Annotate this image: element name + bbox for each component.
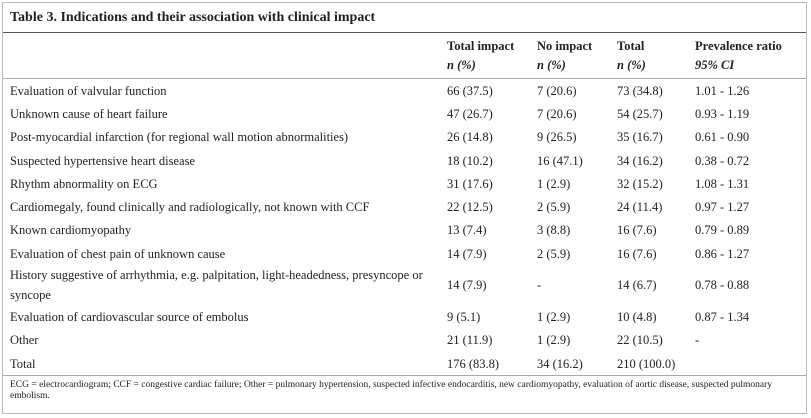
table-cell: 3 (8.8): [537, 223, 571, 238]
table-row: Known cardiomyopathy 13 (7.4) 3 (8.8) 16 (7…: [3, 219, 806, 242]
table-cell: 73 (34.8): [617, 83, 663, 98]
header-subtitle: 95% CI: [695, 56, 806, 79]
table-cell: 0.86 - 1.27: [695, 246, 750, 261]
header-cell: [3, 37, 447, 56]
table-cell: 7 (20.6): [537, 83, 577, 98]
table-cell: 54 (25.7): [617, 106, 663, 121]
table-cell: 0.38 - 0.72: [695, 153, 750, 168]
table-cell: 9 (26.5): [537, 130, 577, 145]
table-cell: 34 (16.2): [537, 351, 617, 377]
row-label: Rhythm abnormality on ECG: [10, 176, 158, 191]
table-cell: 1 (2.9): [537, 333, 571, 348]
table-row: Evaluation of cardiovascular source of e…: [3, 305, 806, 328]
table-row: Rhythm abnormality on ECG 31 (17.6) 1 (2.9…: [3, 172, 806, 195]
table-cell: 1 (2.9): [537, 310, 571, 325]
footnote: ECG = electrocardiogram; CCF = congestiv…: [10, 380, 773, 401]
table-cell: 0.87 - 1.34: [695, 310, 750, 325]
row-label: Other: [10, 333, 39, 348]
table-cell: 24 (11.4): [617, 200, 663, 215]
table-row: Cardiomegaly, found clinically and radio…: [3, 195, 806, 218]
row-label: Evaluation of cardiovascular source of e…: [10, 310, 249, 325]
table-cell: 26 (14.8): [447, 130, 493, 145]
table-cell: 0.78 - 0.88: [695, 278, 750, 293]
table-row: Suspected hypertensive heart disease 18 (…: [3, 149, 806, 172]
table-cell: 18 (10.2): [447, 153, 493, 168]
table-cell: 0.93 - 1.19: [695, 106, 750, 121]
table-cell: 34 (16.2): [617, 153, 663, 168]
header-subtitle: n (%): [447, 56, 537, 79]
row-label: Cardiomegaly, found clinically and radio…: [10, 200, 370, 215]
table-cell: 14 (7.9): [447, 246, 487, 261]
table-row: Post-myocardial infarction (for regional…: [3, 126, 806, 149]
table-cell: 31 (17.6): [447, 176, 493, 191]
header-subtitle: n (%): [617, 56, 695, 79]
table-row: Evaluation of chest pain of unknown caus…: [3, 242, 806, 265]
row-label: Evaluation of chest pain of unknown caus…: [10, 246, 226, 261]
header-title: No impact: [537, 39, 593, 53]
table-cell: 1.08 - 1.31: [695, 176, 750, 191]
table-cell: -: [537, 278, 542, 293]
row-label: Total: [3, 351, 447, 377]
header-title: Total impact: [447, 39, 515, 53]
row-label: Known cardiomyopathy: [10, 223, 132, 238]
table-cell: 32 (15.2): [617, 176, 663, 191]
row-label: Suspected hypertensive heart disease: [10, 153, 196, 168]
row-label: History suggestive of arrhythmia, e.g. p…: [10, 268, 423, 303]
header-row: Total impact No impact Total Prevalence rat…: [3, 37, 806, 56]
table-cell: 16 (7.6): [617, 246, 657, 261]
header-title: Prevalence ratio: [695, 39, 782, 53]
table-cell: 14 (7.9): [447, 278, 487, 293]
table-cell: 22 (10.5): [617, 333, 663, 348]
table-row: History suggestive of arrhythmia, e.g. p…: [3, 265, 806, 305]
table-cell: -: [695, 333, 700, 348]
table-cell: 210 (100.0): [617, 351, 695, 377]
row-label: Post-myocardial infarction (for regional…: [10, 130, 349, 145]
table-row: Unknown cause of heart failure 47 (26.7) 7…: [3, 102, 806, 125]
table-cell: 47 (26.7): [447, 106, 493, 121]
table-row: Other 21 (11.9) 1 (2.9) 22 (10.5) -: [3, 329, 806, 352]
table-cell: 13 (7.4): [447, 223, 487, 238]
table-cell: 1.01 - 1.26: [695, 83, 750, 98]
row-label: Unknown cause of heart failure: [10, 106, 168, 121]
table-cell: 9 (5.1): [447, 310, 481, 325]
table-cell: 16 (47.1): [537, 153, 583, 168]
table-cell: 0.97 - 1.27: [695, 200, 750, 215]
table-cell: 1 (2.9): [537, 176, 571, 191]
table-cell: 7 (20.6): [537, 106, 577, 121]
table-cell: 2 (5.9): [537, 246, 571, 261]
row-label: Evaluation of valvular function: [10, 83, 167, 98]
table-cell: [695, 351, 806, 377]
table-cell: 0.61 - 0.90: [695, 130, 750, 145]
table-title: Table 3. Indications and their associati…: [3, 3, 806, 33]
table-row: Total 176 (83.8) 34 (16.2) 210 (100.0): [3, 351, 806, 377]
table-row: Evaluation of valvular function 66 (37.5)…: [3, 79, 806, 103]
table-cell: 14 (6.7): [617, 278, 657, 293]
table-frame: Table 3. Indications and their associati…: [2, 2, 807, 414]
table-cell: 16 (7.6): [617, 223, 657, 238]
table-cell: 22 (12.5): [447, 200, 493, 215]
table-cell: 21 (11.9): [447, 333, 493, 348]
table-cell: 0.79 - 0.89: [695, 223, 750, 238]
table: Total impact No impact Total Prevalence rat…: [3, 37, 806, 377]
header-title: Total: [617, 39, 645, 53]
header-subtitle: n (%): [537, 56, 617, 79]
header-row: n (%) n (%) n (%) 95% CI: [3, 56, 806, 79]
table-cell: 66 (37.5): [447, 83, 493, 98]
table-cell: 35 (16.7): [617, 130, 663, 145]
header-cell: [3, 56, 447, 79]
table-cell: 176 (83.8): [447, 351, 537, 377]
table-cell: 10 (4.8): [617, 310, 657, 325]
table-cell: 2 (5.9): [537, 200, 571, 215]
